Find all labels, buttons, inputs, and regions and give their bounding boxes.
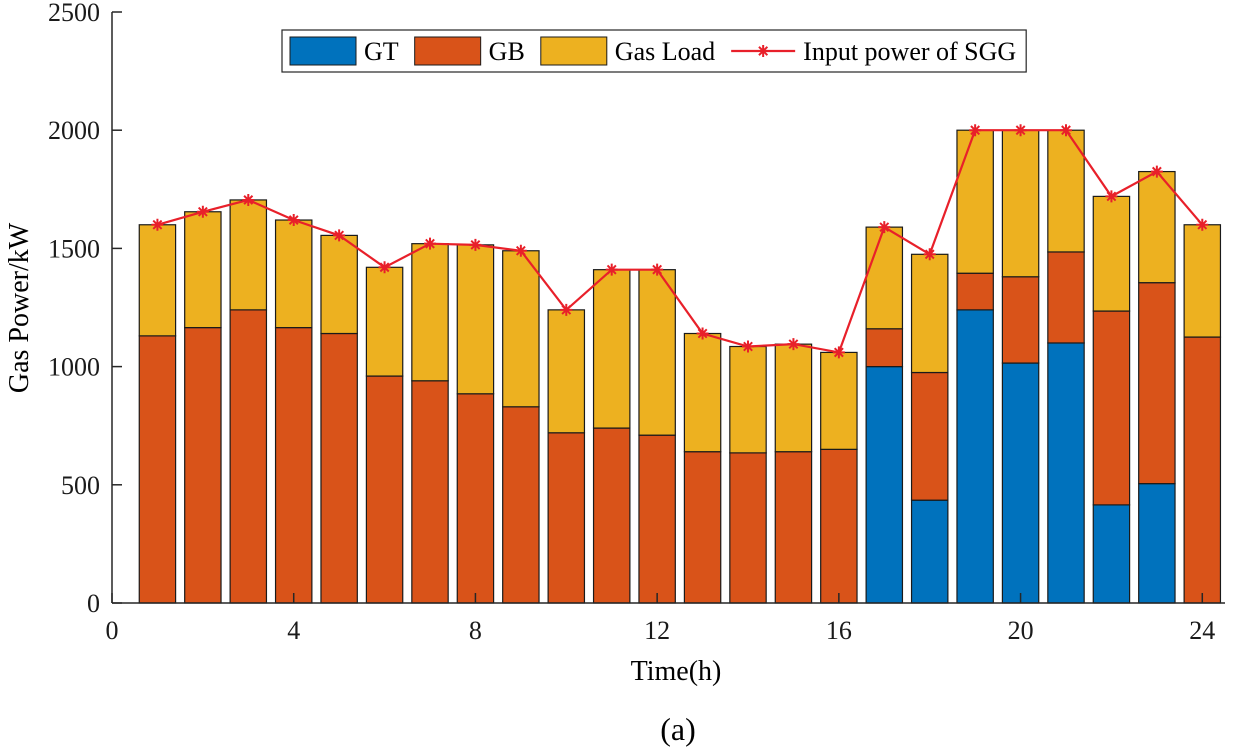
y-tick-label: 1000: [48, 353, 100, 382]
bar-gb: [639, 435, 675, 603]
bar-gas-load: [139, 225, 175, 336]
sgg-star-marker: [1105, 190, 1117, 202]
bar-gas-load: [1002, 130, 1038, 277]
sgg-star-marker: [1015, 124, 1027, 136]
sgg-star-marker: [1060, 124, 1072, 136]
bar-gas-load: [730, 347, 766, 453]
bar-gb: [412, 381, 448, 603]
x-tick-label: 0: [106, 616, 119, 645]
bar-gas-load: [775, 344, 811, 452]
sgg-star-marker: [242, 194, 254, 206]
bar-gt: [1139, 484, 1175, 603]
bar-gt: [866, 367, 902, 603]
legend-label-gt: GT: [364, 37, 399, 66]
bar-gas-load: [230, 200, 266, 310]
bar-gas-load: [1184, 225, 1220, 337]
bar-gb: [366, 376, 402, 603]
sgg-input-line: [157, 130, 1202, 352]
bar-gb: [1184, 337, 1220, 603]
bar-gb: [230, 310, 266, 603]
chart: 0 4 8 12 16 20 24 0 500 1000 1500 2000 2500 GT GB Gas …: [0, 0, 1245, 751]
x-tick-label: 8: [469, 616, 482, 645]
legend-swatch-gt: [290, 37, 356, 65]
sgg-star-marker: [424, 238, 436, 250]
bar-gas-load: [912, 254, 948, 372]
bar-gb: [1002, 277, 1038, 363]
bar-gb: [684, 452, 720, 603]
bars-group: [139, 130, 1220, 603]
bar-gb: [548, 433, 584, 603]
bar-gt: [1048, 343, 1084, 603]
bar-gb: [185, 328, 221, 603]
x-tick-label: 16: [826, 616, 852, 645]
legend-label-gas-load: Gas Load: [615, 37, 715, 66]
bar-gb: [775, 452, 811, 603]
sgg-star-marker: [151, 219, 163, 231]
bar-gas-load: [503, 251, 539, 407]
y-axis-title: Gas Power/kW: [4, 222, 35, 393]
bar-gb: [912, 373, 948, 501]
bar-gb: [821, 449, 857, 603]
bar-gb: [957, 273, 993, 310]
bar-gb: [276, 328, 312, 603]
y-tick-label: 0: [87, 589, 100, 618]
bar-gas-load: [1139, 172, 1175, 283]
sgg-star-marker: [1196, 219, 1208, 231]
sgg-star-marker: [1151, 166, 1163, 178]
sgg-star-marker: [878, 221, 890, 233]
bar-gb: [321, 334, 357, 603]
y-tick-label: 1500: [48, 234, 100, 263]
bar-gb: [457, 394, 493, 603]
legend-label-gb: GB: [489, 37, 525, 66]
bar-gt: [1002, 363, 1038, 603]
bar-gb: [866, 329, 902, 367]
sgg-star-marker: [787, 338, 799, 350]
sgg-star-marker: [606, 264, 618, 276]
legend-swatch-gb: [415, 37, 481, 65]
bar-gt: [912, 500, 948, 603]
sgg-star-marker: [924, 248, 936, 260]
bar-gas-load: [366, 267, 402, 376]
bar-gas-load: [1093, 196, 1129, 311]
x-axis-title: Time(h): [631, 656, 722, 687]
bar-gb: [1093, 311, 1129, 505]
bar-gt: [957, 310, 993, 603]
y-tick-label: 2500: [48, 0, 100, 27]
sgg-star-marker: [697, 328, 709, 340]
bar-gas-load: [185, 212, 221, 328]
bar-gas-load: [639, 270, 675, 435]
bar-gas-load: [321, 235, 357, 333]
bar-gas-load: [594, 270, 630, 428]
bar-gas-load: [821, 352, 857, 449]
legend-star-marker: [757, 45, 769, 57]
bar-gb: [730, 453, 766, 603]
bar-gb: [503, 407, 539, 603]
x-tick-label: 12: [644, 616, 670, 645]
figure-caption: (a): [660, 711, 696, 747]
x-tick-label: 20: [1008, 616, 1034, 645]
x-tick-label: 4: [287, 616, 300, 645]
legend: GT GB Gas Load Input power of SGG: [282, 30, 1026, 72]
sgg-star-marker: [197, 206, 209, 218]
bar-gb: [139, 336, 175, 603]
y-tick-label: 500: [61, 471, 100, 500]
y-tick-label: 2000: [48, 116, 100, 145]
x-tick-label: 24: [1189, 616, 1215, 645]
legend-label-sgg-input: Input power of SGG: [803, 37, 1016, 66]
bar-gas-load: [412, 244, 448, 381]
bar-gas-load: [276, 220, 312, 328]
bar-gas-load: [957, 130, 993, 273]
bar-gas-load: [866, 227, 902, 329]
bar-gas-load: [457, 245, 493, 394]
bar-gb: [1139, 283, 1175, 484]
legend-swatch-gas-load: [541, 37, 607, 65]
bar-gas-load: [548, 310, 584, 433]
bar-gt: [1093, 505, 1129, 603]
bar-gb: [594, 428, 630, 603]
bar-gas-load: [684, 334, 720, 452]
bar-gb: [1048, 252, 1084, 343]
